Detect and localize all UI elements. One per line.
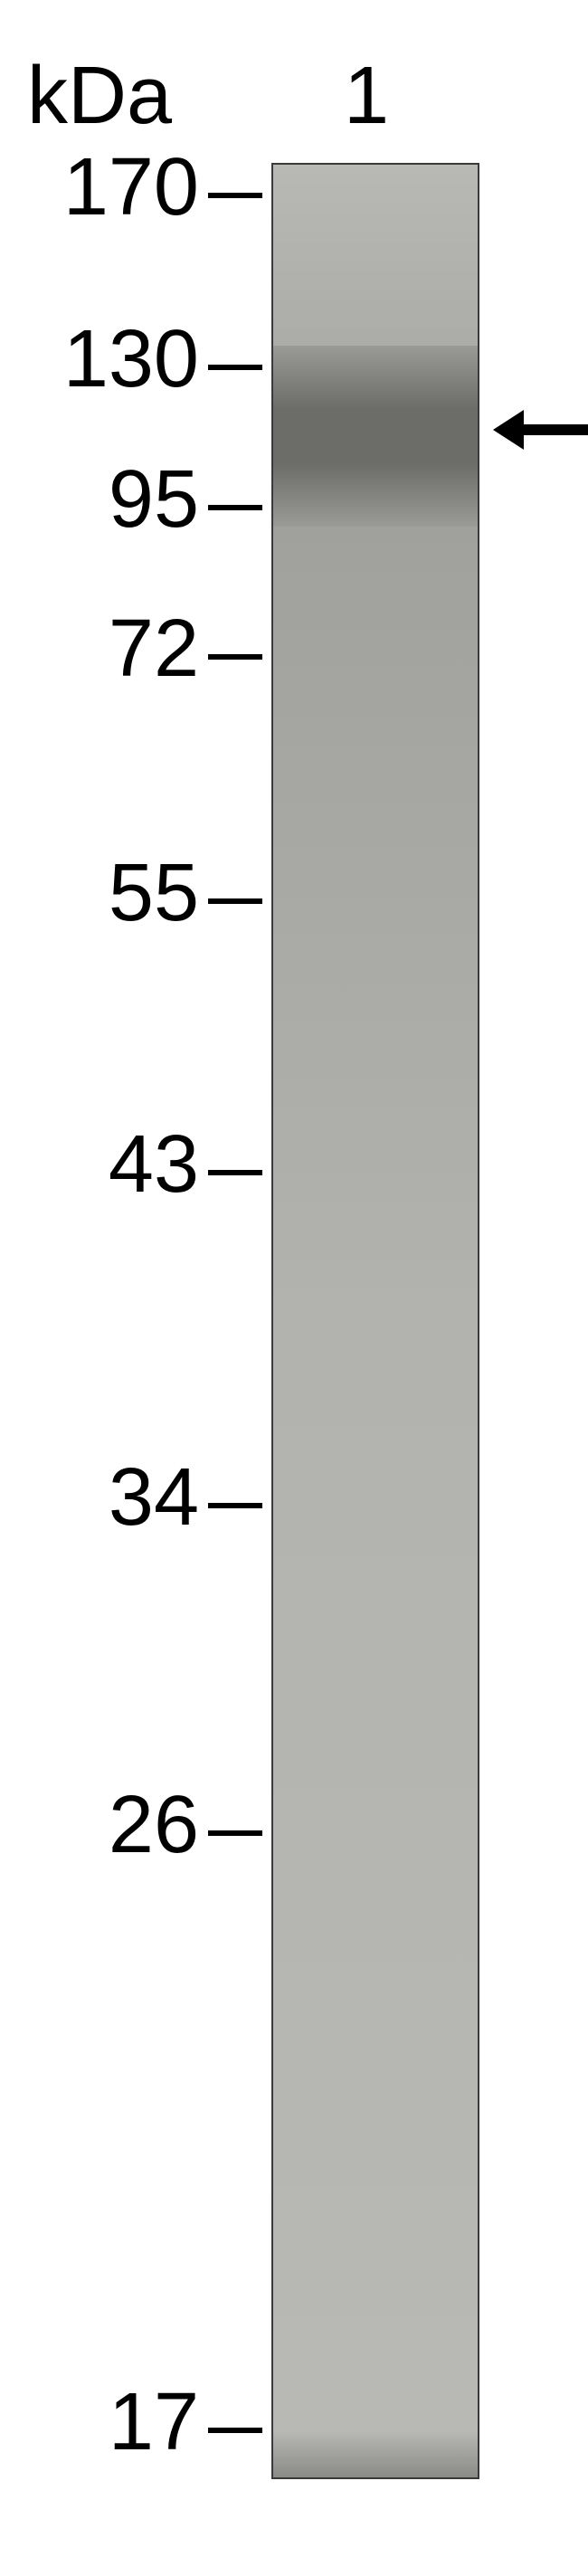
marker-tick [208,505,262,510]
marker-tick [208,654,262,660]
marker-label: 34 [0,1451,199,1545]
marker-tick [208,2428,262,2433]
marker-tick [208,193,262,198]
marker-label: 17 [0,2376,199,2469]
marker-tick [208,1503,262,1508]
marker-label: 130 [0,313,199,406]
band-arrow-head-icon [493,410,524,450]
marker-label: 95 [0,453,199,547]
marker-label: 26 [0,1779,199,1872]
marker-label: 170 [0,141,199,234]
marker-label: 43 [0,1118,199,1212]
protein-band [273,346,478,527]
marker-label: 55 [0,847,199,940]
marker-tick [208,365,262,370]
marker-tick [208,1830,262,1836]
western-blot-figure: kDa 1 170 130 95 72 55 43 34 26 17 [0,0,588,2576]
lane-number-label: 1 [344,50,389,143]
marker-tick [208,898,262,904]
marker-tick [208,1170,262,1175]
blot-lane-1 [271,163,479,2479]
unit-label: kDa [27,50,172,143]
marker-label: 72 [0,603,199,696]
